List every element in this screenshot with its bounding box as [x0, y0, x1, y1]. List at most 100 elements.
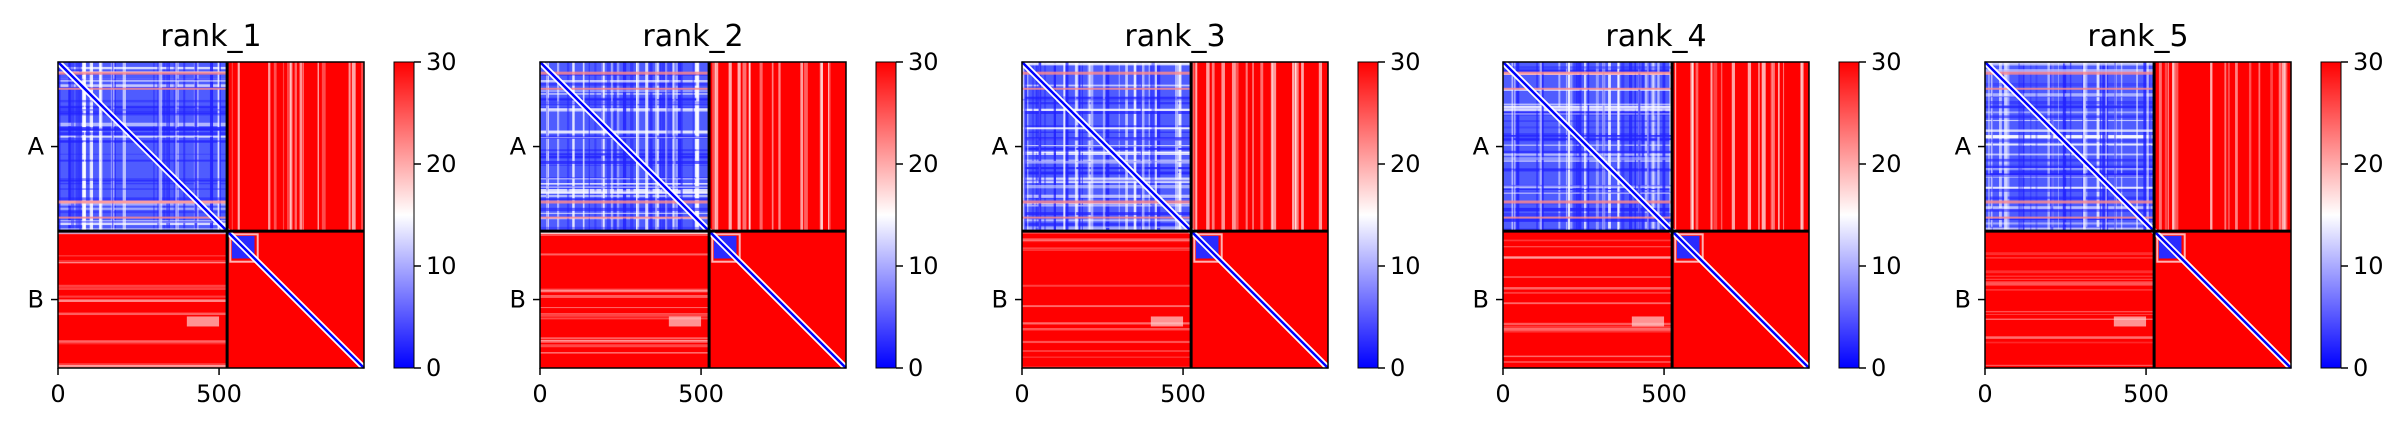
y-tick-label: A [1473, 133, 1490, 161]
colorbar-tick-label: 0 [908, 354, 923, 382]
chain-a-stripe-v [2086, 62, 2088, 232]
cross-block-streak [1503, 239, 1673, 242]
cross-block-streak [540, 352, 710, 354]
cross-block-streak [742, 62, 747, 232]
chain-a-stripe-h [1022, 151, 1192, 154]
chain-a-stripe-h [540, 183, 710, 185]
chain-a-stripe-v [211, 62, 214, 232]
chain-a-stripe-h [1985, 69, 2155, 73]
chain-a-stripe-v [1541, 62, 1544, 232]
chain-a-stripe-v [1638, 62, 1641, 232]
chain-a-stripe-v [1027, 62, 1029, 232]
diagonal [1984, 61, 2292, 369]
chain-a-stripe-h [540, 130, 710, 134]
chain-a-stripe-v [71, 62, 75, 232]
subplot-title: rank_5 [2087, 19, 2188, 54]
chain-a-stripe-h [1022, 137, 1192, 140]
chain-a-stripe-h [58, 159, 228, 162]
cross-block-streak [540, 307, 710, 309]
chain-a-stripe-h [1503, 112, 1673, 115]
chain-a-stripe-v [678, 62, 681, 232]
y-tick-label: A [992, 133, 1009, 161]
subplot-rank-1: rank_1 A B 0 500 0 10 20 30 [28, 19, 457, 408]
chain-a-stripe-h [1985, 166, 2155, 169]
chain-a-stripe-h [1022, 151, 1192, 155]
cross-block-streak [1985, 275, 2155, 277]
chain-a-stripe-h [1503, 120, 1673, 122]
colorbar-tick-label: 10 [1390, 252, 1421, 280]
chain-a-stripe-h [1022, 84, 1192, 87]
chain-a-stripe-h [1022, 160, 1192, 164]
chain-a-stripe-v [2120, 62, 2123, 232]
cross-block-streak [1022, 322, 1192, 325]
chain-a-stripe-v [2102, 62, 2106, 232]
chain-a-stripe-h [1985, 170, 2155, 174]
cross-block-streak [540, 317, 710, 320]
chain-a-stripe-v [659, 62, 662, 232]
cross-block-streak [1503, 355, 1673, 358]
chain-a-stripe-v [1646, 62, 1649, 232]
chain-a-stripe-v [556, 62, 560, 232]
chain-a-stripe-v [1998, 62, 2002, 232]
cross-block-streak [800, 62, 804, 232]
cross-block-streak [1731, 62, 1735, 232]
chain-a-stripe-v [153, 62, 155, 232]
cross-block-streak [1710, 62, 1713, 232]
chain-a-stripe-v [1150, 62, 1152, 232]
chain-a-stripe-h [1503, 111, 1673, 114]
chain-a-stripe-v [1156, 62, 1161, 232]
cross-block-streak [728, 62, 732, 232]
chain-a-stripe-v [680, 62, 683, 232]
cross-block-streak [268, 62, 271, 232]
y-tick-label: A [28, 133, 45, 161]
chain-a-stripe-h [1022, 179, 1192, 184]
chain-a-stripe-h [1022, 110, 1192, 114]
colorbar-tick-label: 20 [908, 150, 939, 178]
chain-a-stripe-h [540, 160, 710, 164]
chain-a-stripe-v [675, 62, 678, 232]
cross-block-streak [58, 365, 228, 368]
cross-block-streak [1022, 327, 1192, 331]
cross-block-streak [1777, 62, 1780, 232]
chain-a-stripe-v [1063, 62, 1066, 232]
chain-a-stripe-h [1503, 150, 1673, 154]
chain-a-stripe-h [1503, 69, 1673, 73]
cross-block-streak [349, 62, 351, 232]
cross-block-streak [294, 62, 297, 232]
chain-a-stripe-h [1022, 212, 1192, 216]
chain-a-stripe-v [1512, 62, 1515, 232]
y-tick-label: A [510, 133, 527, 161]
chain-a-stripe-v [1074, 62, 1077, 232]
cross-block-streak [289, 62, 292, 232]
chain-a-stripe-v [2035, 62, 2038, 232]
chain-a-stripe-h [58, 197, 228, 201]
cross-block-streak [317, 62, 319, 232]
chain-a-stripe-v [209, 62, 214, 232]
chain-a-stripe-h [58, 80, 228, 82]
chain-a-stripe-h [1985, 111, 2155, 114]
cross-block-streak [1503, 276, 1673, 279]
chain-a-stripe-v [672, 62, 674, 232]
cross-block-streak [1503, 322, 1673, 326]
cross-block-streak [1985, 278, 2155, 280]
chain-a-stripe-h [58, 220, 228, 223]
cross-block-streak [712, 62, 716, 232]
cross-block-streak [1503, 326, 1673, 329]
cross-block-streak [1761, 62, 1766, 232]
chain-a-stripe-v [2004, 62, 2008, 232]
cross-block-streak [58, 295, 228, 298]
chain-a-stripe-v [1539, 62, 1542, 232]
chain-a-stripe-v [1148, 62, 1150, 232]
chain-a-stripe-v [2149, 62, 2153, 232]
colorbar [875, 61, 897, 369]
chain-a-stripe-h [58, 188, 228, 190]
cross-block-streak [1022, 247, 1192, 249]
chain-b-domain-edge [2156, 233, 2186, 263]
cross-block-streak [1022, 350, 1192, 352]
chain-a-stripe-h [1022, 194, 1192, 198]
cross-block-streak [1503, 302, 1673, 305]
chain-a-stripe-v [1595, 62, 1599, 232]
chain-a-stripe-h [1503, 133, 1673, 135]
chain-a-stripe-v [2050, 62, 2054, 232]
chain-a-stripe-v [98, 62, 103, 232]
